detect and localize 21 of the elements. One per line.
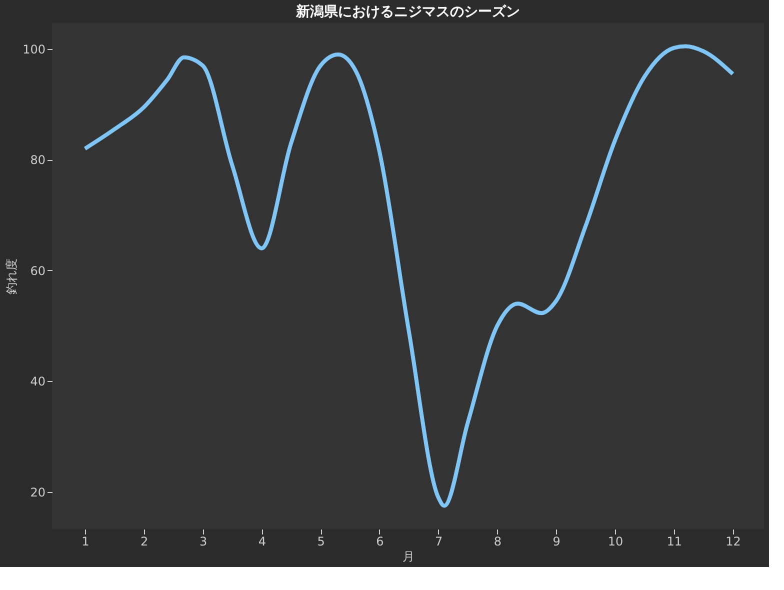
x-tick-label: 8 (494, 534, 502, 548)
y-tick-label: 60 (30, 264, 46, 278)
line-series (82, 44, 735, 508)
x-tick-label: 7 (435, 534, 443, 548)
x-tick-label: 3 (199, 534, 208, 548)
x-tick-label: 2 (140, 534, 148, 548)
y-tick-label: 100 (22, 42, 46, 57)
x-tick-label: 4 (258, 534, 266, 548)
x-tick-label: 5 (317, 534, 325, 548)
x-tick-label: 6 (376, 534, 384, 548)
y-tick-label: 40 (30, 374, 46, 389)
x-axis-title: 月 (402, 550, 414, 564)
y-tick-label: 20 (30, 485, 46, 500)
x-tick-label: 12 (726, 534, 741, 548)
x-tick-label: 11 (666, 534, 682, 548)
x-tick-label: 1 (82, 534, 90, 548)
x-tick-label: 9 (552, 534, 560, 548)
x-tick-label: 10 (608, 534, 624, 548)
y-axis-title: 釣れ度 (4, 258, 19, 294)
y-tick-label: 80 (30, 153, 46, 168)
chart-title: 新潟県におけるニジマスのシーズン (295, 3, 520, 20)
